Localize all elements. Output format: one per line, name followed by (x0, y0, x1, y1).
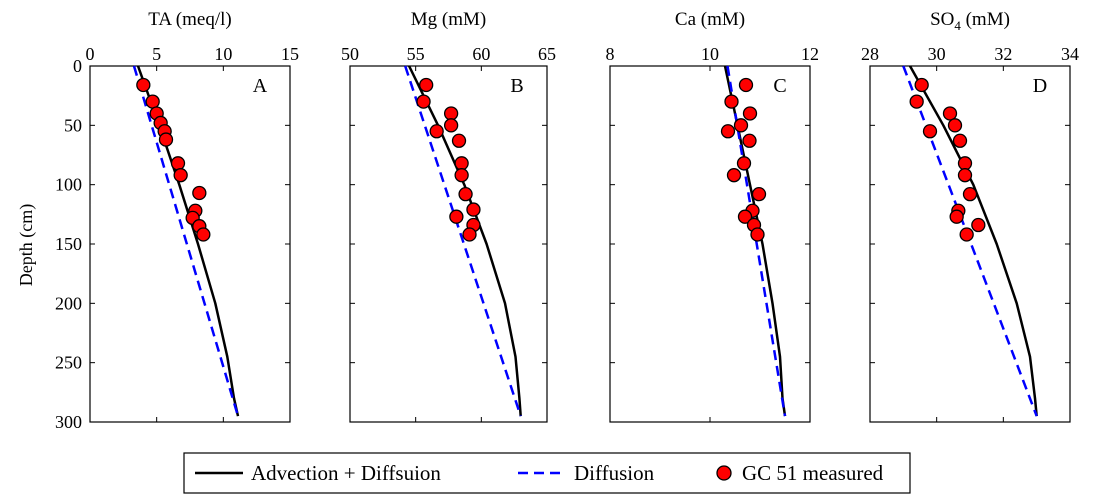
measured-point (742, 133, 757, 148)
measured-point (429, 124, 444, 139)
panel-c: Ca (mM) 8 10 12 C (606, 9, 819, 423)
depth-tick-labels: 0 50 100 150 200 250 300 (55, 56, 82, 432)
panel-c-letter: C (773, 75, 786, 97)
measured-point (173, 168, 188, 183)
depth-tick-label: 300 (55, 412, 82, 432)
depth-tick-label: 150 (55, 234, 82, 254)
legend-advection-label: Advection + Diffsuion (251, 461, 441, 485)
measured-point (971, 217, 986, 233)
measured-point (196, 227, 211, 242)
measured-point (952, 133, 968, 148)
advection-diffusion-line (908, 65, 1038, 417)
panels: TA (meq/l) 0 5 10 15 A Mg (mM) 50 55 60 65 B Ca (mM)… (86, 9, 1079, 423)
x-tick-label: 8 (606, 44, 615, 64)
panel-d-title-subscript: 4 (954, 18, 961, 33)
y-axis-label: Depth (cm) (16, 204, 37, 286)
measured-point (957, 156, 973, 171)
depth-tick-label: 200 (55, 293, 82, 313)
depth-tick-label: 0 (73, 56, 82, 76)
panel-b: Mg (mM) 50 55 60 65 B (341, 9, 556, 423)
panel-b-title: Mg (mM) (411, 9, 486, 30)
measured-point (720, 124, 736, 139)
depth-tick-label: 100 (55, 175, 82, 195)
measured-point (733, 118, 749, 133)
measured-point (750, 227, 765, 242)
measured-point (949, 209, 964, 224)
measured-point (443, 118, 459, 133)
measured-point (158, 132, 174, 147)
x-tick-label: 65 (538, 44, 556, 64)
panel-d-title: SO4 (mM) (930, 9, 1010, 33)
x-tick-label: 55 (407, 44, 425, 64)
measured-point (922, 124, 938, 139)
legend: Advection + Diffsuion Diffusion GC 51 me… (183, 452, 911, 494)
measured-point (909, 94, 924, 109)
x-tick-label: 28 (861, 44, 879, 64)
legend-box (183, 452, 911, 494)
x-tick-label: 34 (1061, 44, 1079, 64)
measured-point (454, 168, 469, 183)
panel-b-letter: B (510, 75, 523, 97)
panel-c-title-main: Ca (mM) (675, 9, 745, 30)
measured-point (145, 94, 160, 109)
measured-point (962, 187, 978, 202)
measured-point (726, 168, 742, 183)
measured-point (192, 185, 207, 201)
panel-d-title-main: SO (930, 9, 954, 30)
measured-point (959, 227, 974, 242)
panel-a-title-main: TA (meq/l) (148, 9, 231, 30)
measured-point (454, 156, 469, 171)
panel-d-letter: D (1033, 75, 1047, 97)
legend-measured-label: GC 51 measured (742, 461, 884, 485)
measured-point (449, 209, 464, 224)
x-tick-label: 60 (472, 44, 490, 64)
measured-point (738, 77, 754, 93)
measured-point (957, 168, 973, 183)
x-tick-label: 0 (86, 44, 95, 64)
measured-point (914, 77, 929, 93)
depth-tick-label: 250 (55, 353, 82, 373)
x-tick-label: 50 (341, 44, 359, 64)
x-tick-label: 5 (152, 44, 161, 64)
panel-a-letter: A (253, 75, 268, 97)
measured-point (416, 94, 431, 109)
x-tick-label: 32 (994, 44, 1012, 64)
measured-point (751, 187, 767, 202)
legend-measured-marker (716, 465, 732, 481)
measured-point (742, 106, 758, 121)
panel-a: TA (meq/l) 0 5 10 15 A (86, 9, 299, 423)
x-tick-label: 10 (214, 44, 232, 64)
diffusion-line (132, 65, 240, 417)
measured-point (458, 187, 473, 202)
panel-d-frame (869, 65, 1071, 423)
measured-point (170, 156, 186, 171)
panel-a-frame (89, 65, 291, 423)
measured-point (136, 77, 151, 93)
depth-tick-label: 50 (64, 115, 82, 135)
measured-point (451, 133, 467, 148)
x-tick-label: 12 (801, 44, 819, 64)
measured-point (737, 209, 753, 224)
measured-point (443, 106, 459, 121)
x-tick-label: 15 (281, 44, 299, 64)
measured-point (736, 156, 752, 171)
measured-point (466, 202, 481, 217)
panel-a-title: TA (meq/l) (148, 9, 231, 30)
panel-d-title-tail: (mM) (961, 9, 1010, 30)
measured-point (462, 227, 477, 242)
measured-point (724, 94, 739, 109)
legend-diffusion-label: Diffusion (574, 461, 655, 485)
measured-point (942, 106, 958, 121)
panel-d: SO4 (mM) 28 30 32 34 D (861, 9, 1079, 423)
measured-point (419, 77, 434, 93)
x-tick-label: 30 (928, 44, 946, 64)
panel-b-title-main: Mg (mM) (411, 9, 486, 30)
diffusion-line (404, 65, 522, 417)
x-tick-label: 10 (701, 44, 719, 64)
diffusion-line (902, 65, 1038, 417)
panel-c-title: Ca (mM) (675, 9, 745, 30)
measured-point (947, 118, 963, 133)
